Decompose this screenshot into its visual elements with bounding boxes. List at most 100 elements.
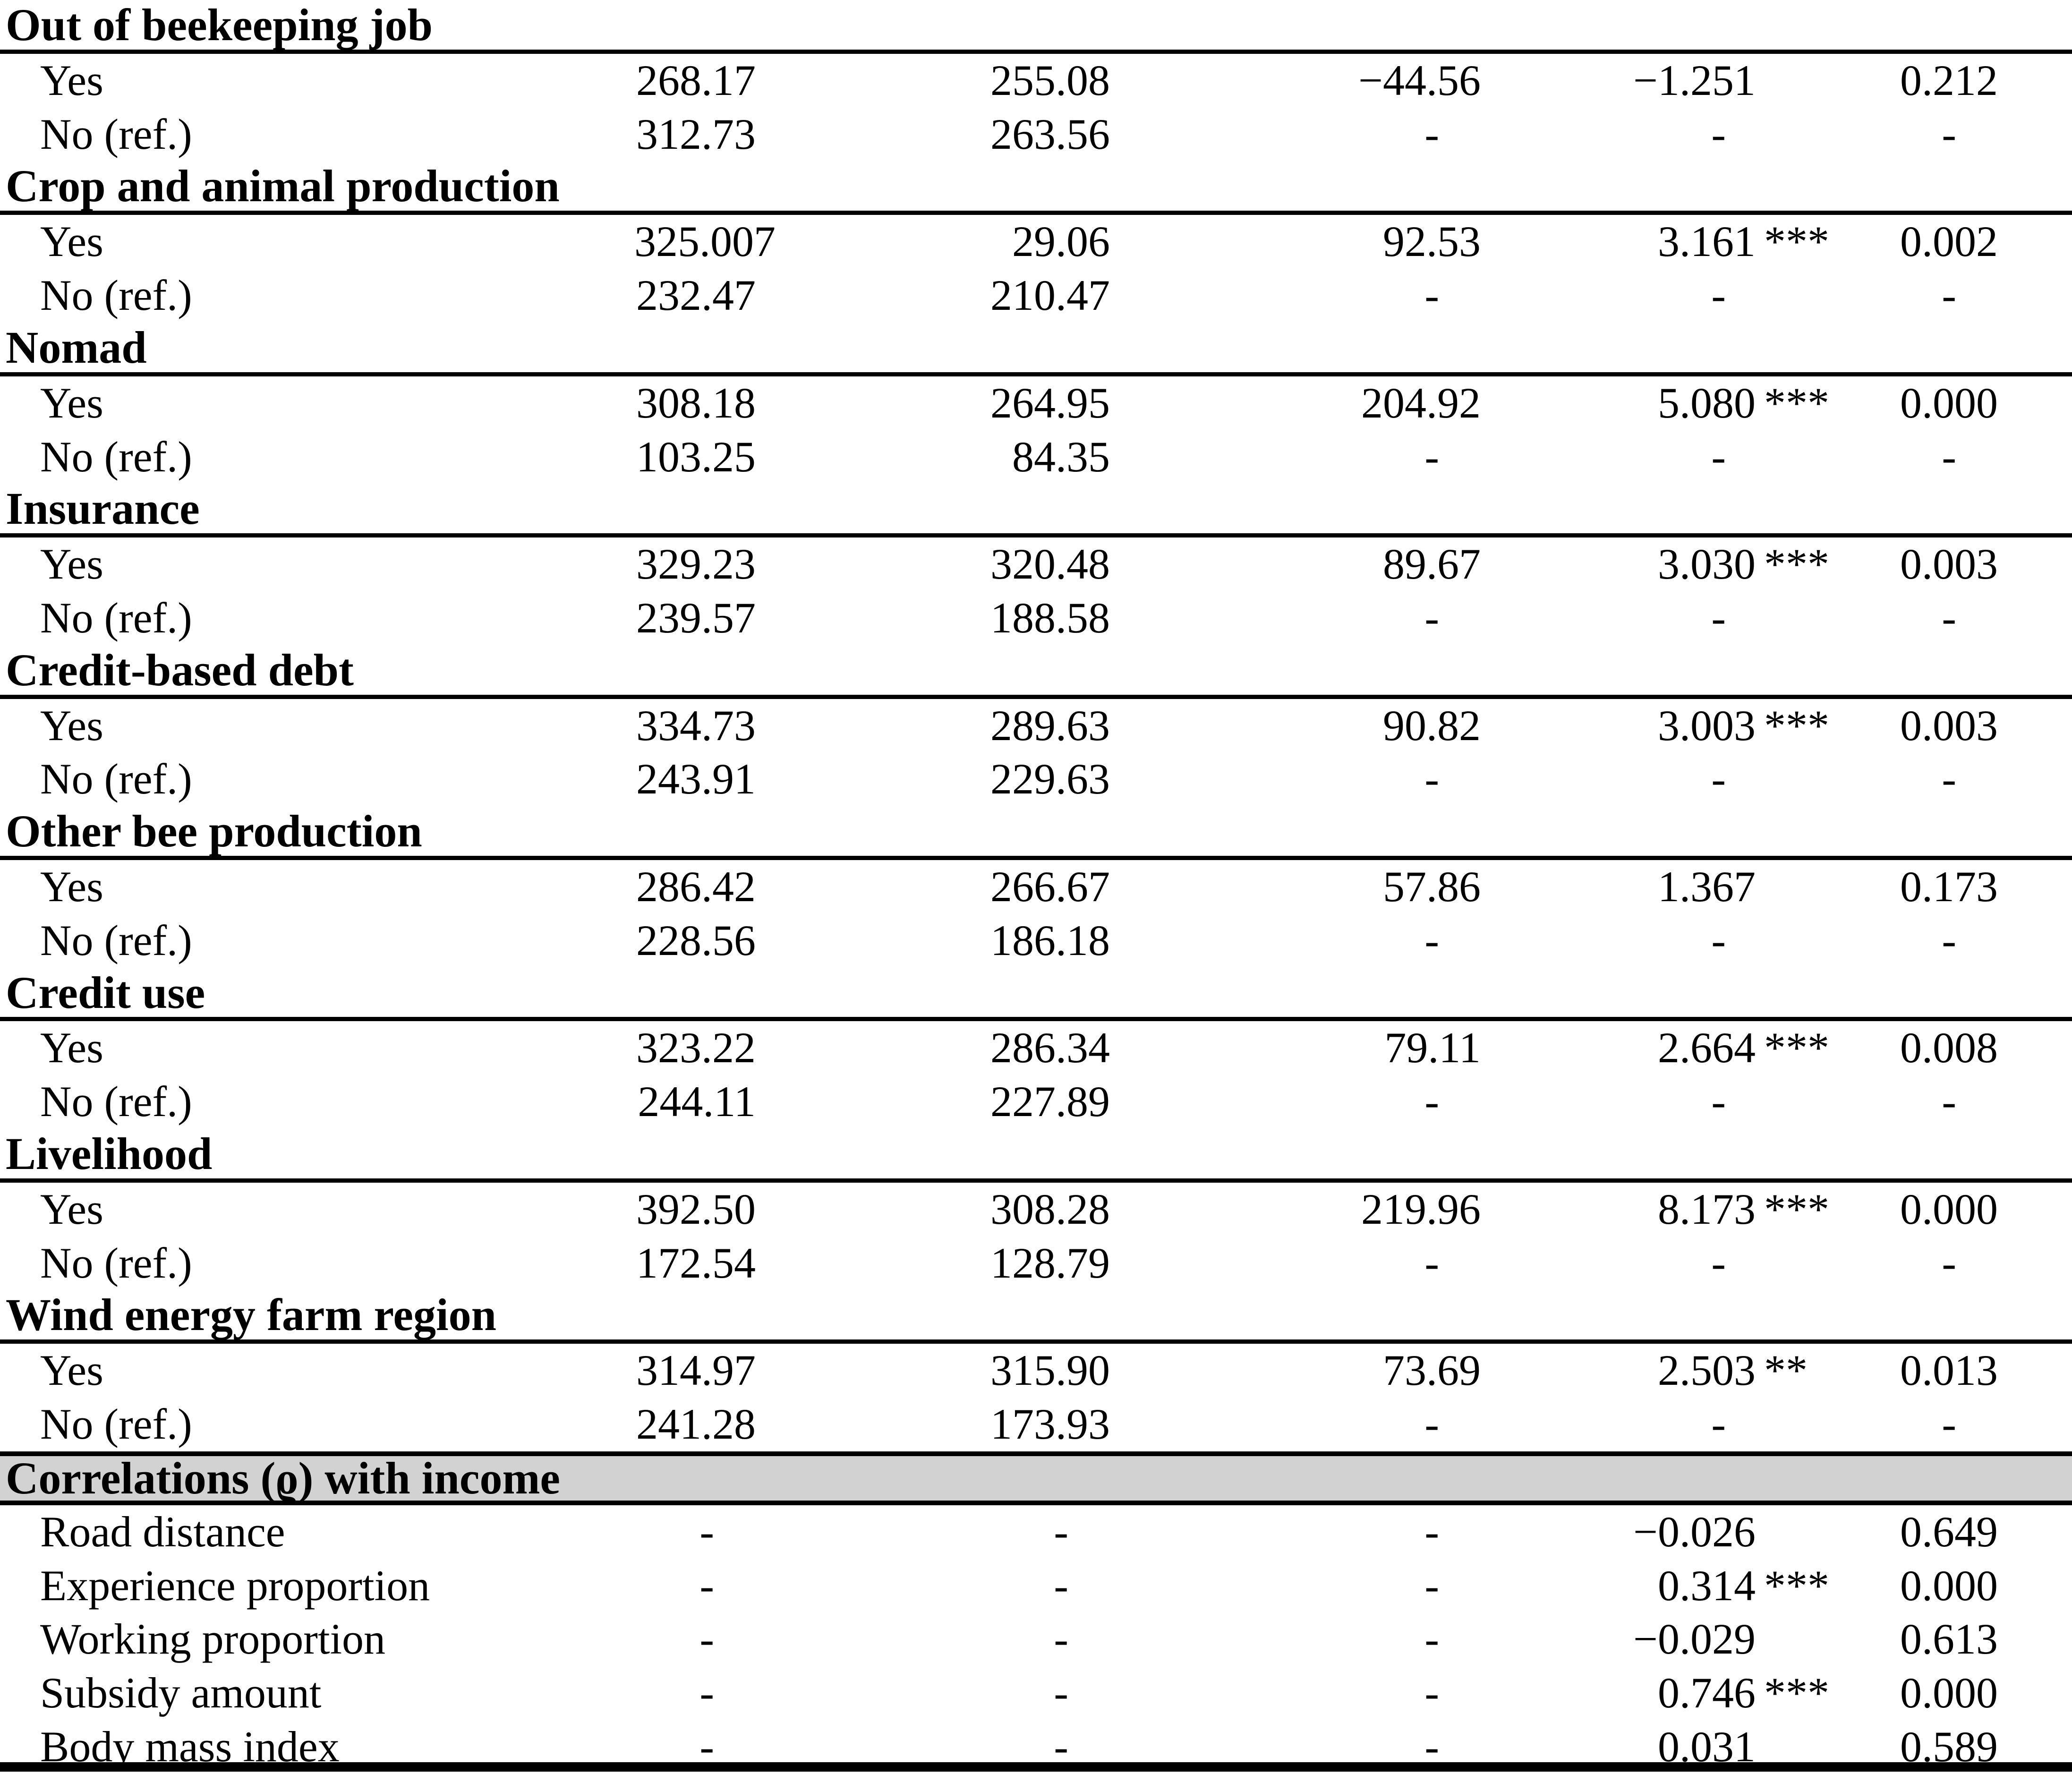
value: -: [1424, 1238, 1439, 1287]
value-cell-c3: 315.90: [756, 1344, 1110, 1398]
value: -: [1424, 1561, 1439, 1610]
statistic-cell: 3.161 ***: [1481, 215, 1829, 269]
value: 128.79: [990, 1238, 1110, 1287]
value: 73.69: [1383, 1346, 1481, 1395]
value-cell-c3: 210.47: [756, 269, 1110, 323]
p-value: -: [1942, 916, 1956, 964]
p-value: 0.649: [1900, 1507, 1998, 1556]
value: 268.17: [636, 56, 756, 104]
section-header-row: Livelihood: [0, 1129, 2072, 1183]
p-value: -: [1942, 593, 1956, 642]
correlations-section-title: Correlations (ϱ) with income: [6, 1452, 561, 1503]
p-value-cell: 0.212: [1823, 54, 2072, 108]
row-label-cell: No (ref.): [0, 1075, 520, 1129]
statistic-cell: -: [1481, 1237, 1823, 1290]
value: -: [1054, 1669, 1068, 1717]
p-value-cell: -: [1823, 108, 2072, 162]
correlations-header-row: Correlations (ϱ) with income: [0, 1451, 2072, 1505]
table-row: Road distance - - - −0.026 0.649: [0, 1505, 2072, 1559]
value-cell-c3: 266.67: [756, 860, 1110, 914]
row-label: Working proportion: [40, 1615, 386, 1663]
value: -: [699, 1561, 714, 1610]
value: -: [1054, 1561, 1068, 1610]
row-label: Yes: [40, 1023, 103, 1072]
row-label-cell: Experience proportion: [0, 1559, 520, 1613]
significance-stars: ***: [1764, 540, 1829, 588]
p-value-cell: -: [1823, 1075, 2072, 1129]
row-label: No (ref.): [40, 110, 192, 158]
statistic-value: 2.503: [1658, 1346, 1756, 1395]
value: -: [1424, 1669, 1439, 1717]
statistic-value: -: [1711, 432, 1726, 481]
value-cell-c3: 186.18: [756, 914, 1110, 968]
row-label: Yes: [40, 540, 103, 588]
value: 312.73: [636, 110, 756, 158]
row-label-cell: Road distance: [0, 1505, 520, 1559]
value-cell-c4: 90.82: [1110, 699, 1481, 753]
statistic-cell: 3.030 ***: [1481, 537, 1829, 591]
p-value-cell: -: [1823, 430, 2072, 484]
statistic-cell: -: [1481, 914, 1823, 968]
table-row: Yes 325.007 29.06 92.53 3.161 *** 0.002: [0, 215, 2072, 269]
value-cell-c2: 329.23: [520, 537, 756, 591]
value-cell-c4: -: [1110, 430, 1481, 484]
value-cell-c4: -: [1110, 269, 1481, 323]
value: 243.91: [636, 755, 756, 803]
p-value-cell: -: [1823, 752, 2072, 806]
value: 79.11: [1384, 1023, 1481, 1072]
p-value-cell: 0.008: [1823, 1021, 2072, 1075]
value-cell-c4: −44.56: [1110, 54, 1481, 108]
p-value: 0.008: [1900, 1023, 1998, 1072]
value-cell-c2: 172.54: [520, 1237, 756, 1290]
significance-stars: ***: [1764, 1023, 1829, 1072]
row-label-cell: Subsidy amount: [0, 1666, 520, 1720]
value: -: [1054, 1615, 1068, 1663]
value: 325.007: [634, 217, 776, 266]
section-title-cell: Out of beekeeping job: [0, 0, 2072, 54]
statistic-value: 0.746: [1658, 1669, 1756, 1717]
value-cell-c2: 392.50: [520, 1183, 756, 1237]
p-value: 0.613: [1900, 1615, 1998, 1663]
value-cell-c2: 228.56: [520, 914, 756, 968]
row-label-cell: Yes: [0, 215, 520, 269]
value: -: [1424, 1615, 1439, 1663]
section-header-row: Out of beekeeping job: [0, 0, 2072, 54]
section-title: Out of beekeeping job: [6, 0, 433, 50]
value: 264.95: [990, 378, 1110, 427]
table-row: No (ref.) 243.91 229.63 - - -: [0, 752, 2072, 806]
value: -: [1424, 271, 1439, 320]
section-title: Insurance: [6, 483, 200, 534]
section-title-cell: Credit use: [0, 968, 2072, 1022]
value-cell-c4: 204.92: [1110, 376, 1481, 430]
statistic-value: 3.030: [1658, 540, 1756, 588]
row-label: No (ref.): [40, 916, 192, 964]
value: 334.73: [636, 701, 756, 750]
value: 263.56: [990, 110, 1110, 158]
value: 315.90: [990, 1346, 1110, 1395]
section-header-row: Crop and animal production: [0, 161, 2072, 215]
value-cell-c4: 89.67: [1110, 537, 1481, 591]
value-cell-c2: -: [520, 1559, 756, 1613]
table-row: Yes 286.42 266.67 57.86 1.367 0.173: [0, 860, 2072, 914]
row-label: Yes: [40, 701, 103, 750]
statistic-cell: 1.367: [1481, 860, 1823, 914]
section-header-row: Wind energy farm region: [0, 1290, 2072, 1344]
statistic-cell: -: [1481, 752, 1823, 806]
table-row: Experience proportion - - -0.314 *** 0.000: [0, 1559, 2072, 1613]
significance-stars: **: [1764, 1346, 1808, 1395]
value-cell-c3: -: [756, 1612, 1110, 1666]
value: 186.18: [990, 916, 1110, 964]
statistic-value: −0.029: [1633, 1615, 1756, 1663]
value: 229.63: [990, 755, 1110, 803]
value-cell-c3: 229.63: [756, 752, 1110, 806]
p-value: -: [1942, 755, 1956, 803]
value: −44.56: [1358, 56, 1481, 104]
value-cell-c3: 263.56: [756, 108, 1110, 162]
row-label: Experience proportion: [40, 1561, 430, 1610]
table-row: Yes 314.97 315.90 73.69 2.503 ** 0.013: [0, 1344, 2072, 1398]
value: 228.56: [636, 916, 756, 964]
value: 84.35: [1012, 432, 1110, 481]
value-cell-c2: 325.007: [520, 215, 776, 269]
value-cell-c3: 84.35: [756, 430, 1110, 484]
table-row: No (ref.) 232.47 210.47 - - -: [0, 269, 2072, 323]
